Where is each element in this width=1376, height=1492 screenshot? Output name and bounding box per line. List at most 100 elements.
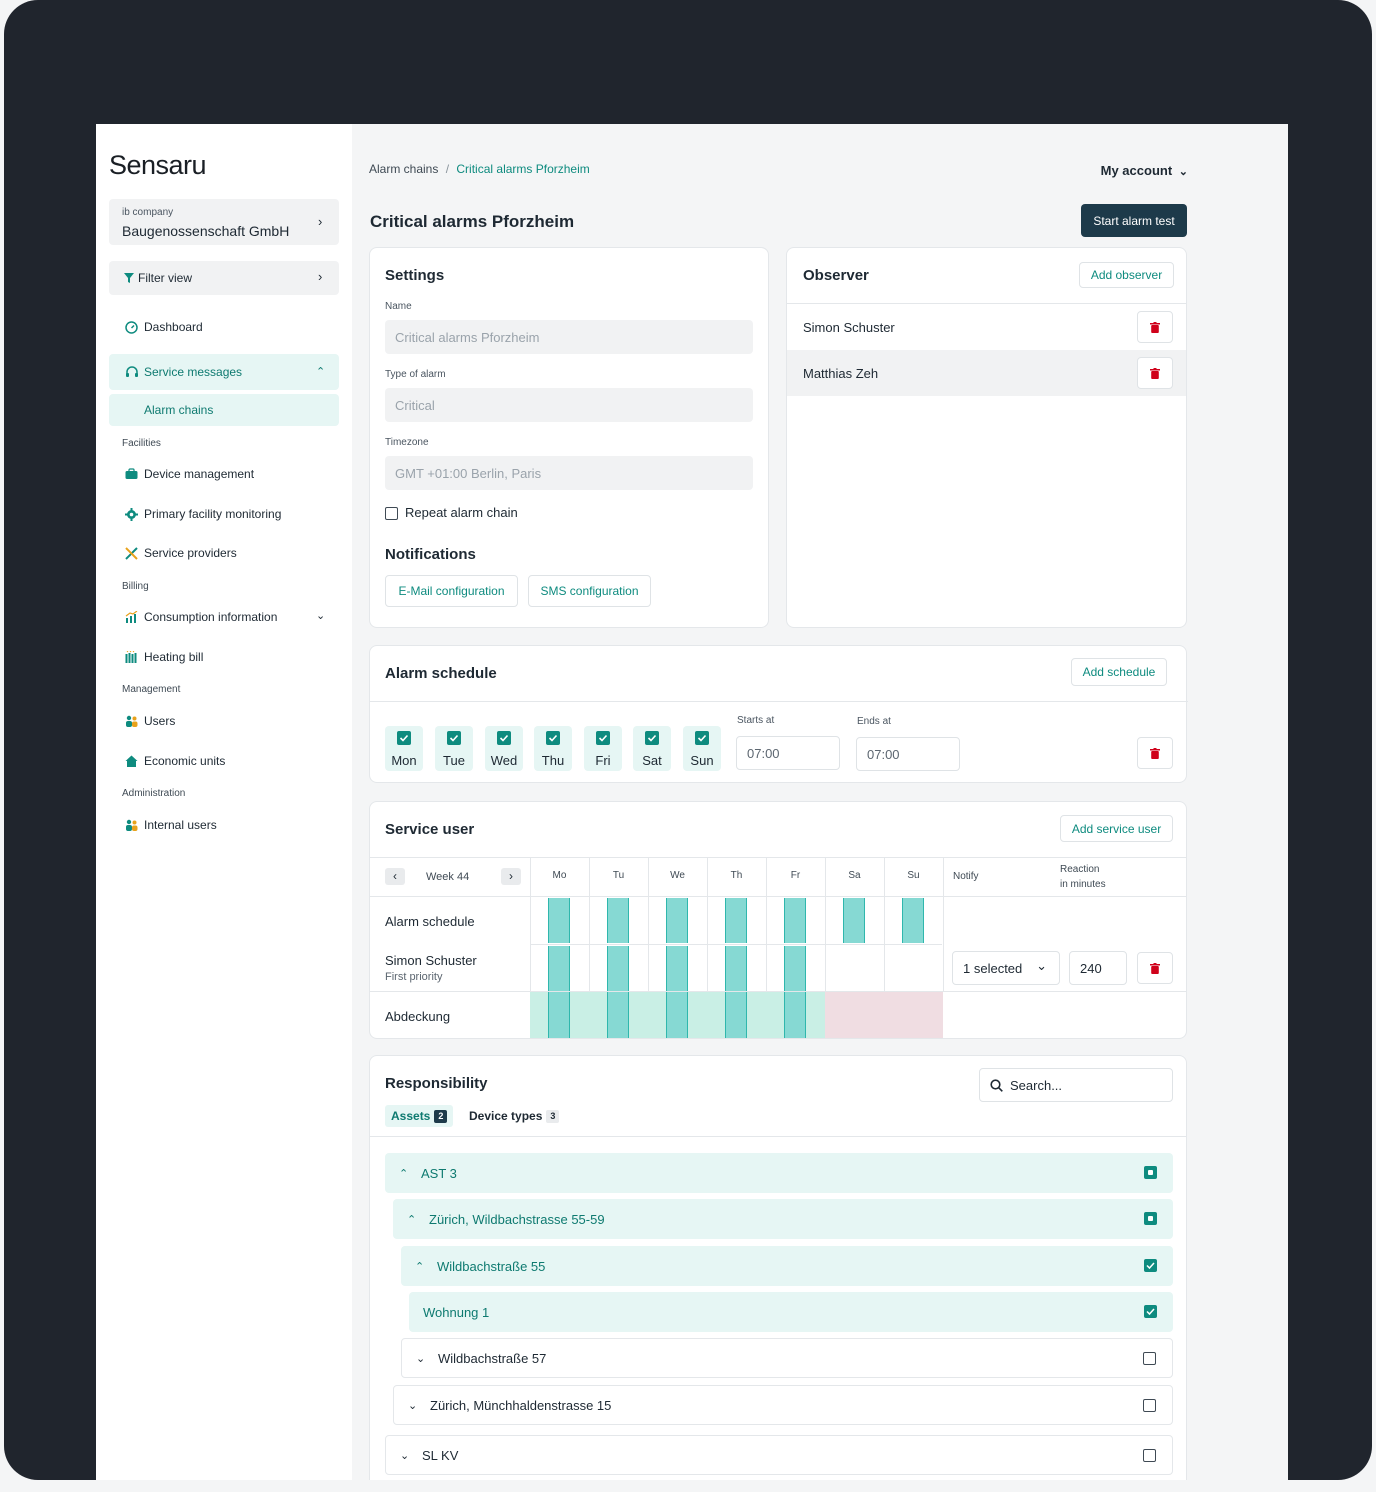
company-selector[interactable]: ib company Baugenossenschaft GmbH › (109, 199, 339, 245)
nav-users[interactable]: Users (109, 703, 339, 739)
ends-at-label: Ends at (857, 716, 891, 727)
coverage-cell (825, 992, 884, 1038)
schedule-bar (548, 898, 570, 943)
day-label: Sat (642, 753, 662, 768)
empty-checkbox[interactable] (1143, 1449, 1156, 1462)
nav-internal-users[interactable]: Internal users (109, 807, 339, 843)
day-toggle-wed[interactable]: Wed (485, 726, 523, 771)
next-week-button[interactable]: › (501, 868, 521, 885)
chevron-right-icon: › (318, 214, 323, 229)
add-service-user-button[interactable]: Add service user (1060, 815, 1173, 842)
tree-item-zurich-wildbach[interactable]: ⌃ Zürich, Wildbachstrasse 55-59 (393, 1199, 1173, 1239)
notify-select[interactable]: 1 selected ⌄ (952, 951, 1060, 985)
search-input[interactable]: Search... (1010, 1078, 1063, 1093)
tree-item-wohnung-1[interactable]: Wohnung 1 (409, 1292, 1173, 1332)
add-schedule-button[interactable]: Add schedule (1071, 658, 1167, 686)
tab-assets[interactable]: Assets 2 (385, 1105, 454, 1127)
nav-dashboard[interactable]: Dashboard (109, 309, 339, 345)
observer-name: Simon Schuster (803, 320, 895, 335)
trash-icon (1150, 747, 1160, 759)
starts-at-label: Starts at (737, 715, 775, 726)
day-toggle-sun[interactable]: Sun (683, 726, 721, 771)
observer-name: Matthias Zeh (803, 366, 879, 381)
day-label: Thu (541, 753, 565, 768)
notifications-title: Notifications (385, 546, 476, 563)
sidebar: Sensaru ib company Baugenossenschaft Gmb… (96, 124, 352, 1480)
filter-view-button[interactable]: Filter view › (109, 261, 339, 295)
day-toggle-sat[interactable]: Sat (633, 726, 671, 771)
sms-config-button[interactable]: SMS configuration (528, 575, 651, 607)
timezone-label: Timezone (385, 437, 429, 448)
chevron-up-icon: ⌃ (399, 1167, 409, 1180)
house-icon (124, 754, 139, 769)
day-label: Sun (690, 753, 714, 768)
breadcrumb: Alarm chains / Critical alarms Pforzheim (369, 162, 590, 176)
type-field[interactable]: Critical (385, 388, 753, 422)
gauge-icon (124, 320, 139, 335)
row-coverage: Abdeckung (385, 1009, 451, 1024)
gear-icon (124, 507, 139, 522)
email-config-button[interactable]: E-Mail configuration (385, 575, 518, 607)
day-label: Fri (595, 753, 611, 768)
starts-at-input[interactable]: 07:00 (736, 736, 840, 770)
breadcrumb-parent[interactable]: Alarm chains (369, 162, 439, 176)
tree-item-sl-kv[interactable]: ⌄ SL KV (385, 1435, 1173, 1475)
start-alarm-test-button[interactable]: Start alarm test (1081, 204, 1187, 237)
nav-service-providers[interactable]: Service providers (109, 535, 339, 571)
tree-item-zurich-munchhalden[interactable]: ⌄ Zürich, Münchhaldenstrasse 15 (393, 1385, 1173, 1425)
nav-alarm-chains[interactable]: Alarm chains (109, 394, 339, 426)
ends-at-input[interactable]: 07:00 (856, 737, 960, 771)
account-menu[interactable]: My account ⌄ (1101, 163, 1188, 178)
notify-select-value: 1 selected (963, 961, 1023, 976)
check-icon (596, 731, 610, 745)
day-toggle-thu[interactable]: Thu (534, 726, 572, 771)
trash-icon (1150, 962, 1160, 974)
section-facilities: Facilities (122, 438, 161, 449)
day-toggle-tue[interactable]: Tue (435, 726, 473, 771)
search-icon (990, 1079, 1003, 1092)
day-toggle-mon[interactable]: Mon (385, 726, 423, 771)
section-billing: Billing (122, 581, 149, 592)
coverage-bar (548, 992, 570, 1038)
empty-checkbox[interactable] (1143, 1399, 1156, 1412)
nav-economic-units-label: Economic units (144, 754, 226, 768)
delete-schedule-button[interactable] (1137, 737, 1173, 769)
tree-item-wildbach-57[interactable]: ⌄ Wildbachstraße 57 (401, 1338, 1173, 1378)
search-box[interactable]: Search... (979, 1068, 1173, 1102)
reaction-input[interactable]: 240 (1069, 951, 1127, 985)
empty-checkbox[interactable] (1143, 1352, 1156, 1365)
nav-primary-monitoring[interactable]: Primary facility monitoring (109, 496, 339, 532)
nav-service-messages[interactable]: Service messages ⌃ (109, 354, 339, 390)
delete-observer-button[interactable] (1137, 357, 1173, 389)
main-content: Alarm chains / Critical alarms Pforzheim… (352, 124, 1288, 1480)
tree-item-label: Wildbachstraße 57 (438, 1350, 547, 1366)
settings-card: Settings Name Critical alarms Pforzheim … (369, 247, 769, 628)
checked-checkbox[interactable] (1144, 1259, 1157, 1272)
repeat-checkbox[interactable] (385, 507, 398, 520)
nav-heating-bill[interactable]: Heating bill (109, 639, 339, 675)
row-alarm-schedule: Alarm schedule (385, 914, 475, 929)
nav-device-management[interactable]: Device management (109, 456, 339, 492)
partial-checkbox[interactable] (1144, 1212, 1157, 1225)
nav-economic-units[interactable]: Economic units (109, 743, 339, 779)
tree-item-ast3[interactable]: ⌃ AST 3 (385, 1153, 1173, 1193)
week-label: Week 44 (426, 871, 470, 883)
timezone-field[interactable]: GMT +01:00 Berlin, Paris (385, 456, 753, 490)
day-label: Wed (490, 753, 518, 768)
add-observer-button[interactable]: Add observer (1079, 262, 1174, 288)
schedule-bar (784, 898, 806, 943)
nav-consumption-label: Consumption information (144, 610, 278, 624)
checked-checkbox[interactable] (1144, 1305, 1157, 1318)
name-field[interactable]: Critical alarms Pforzheim (385, 320, 753, 354)
partial-checkbox[interactable] (1144, 1166, 1157, 1179)
delete-observer-button[interactable] (1137, 311, 1173, 343)
coverage-bar (666, 992, 688, 1038)
section-administration: Administration (122, 788, 186, 799)
prev-week-button[interactable]: ‹ (385, 868, 405, 885)
nav-consumption[interactable]: Consumption information ⌄ (109, 599, 339, 635)
delete-service-user-button[interactable] (1137, 952, 1173, 984)
tree-item-wildbach-55[interactable]: ⌃ Wildbachstraße 55 (401, 1246, 1173, 1286)
day-toggle-fri[interactable]: Fri (584, 726, 622, 771)
reaction-header-sub: in minutes (1060, 879, 1106, 890)
tab-device-types[interactable]: Device types 3 (469, 1105, 560, 1127)
